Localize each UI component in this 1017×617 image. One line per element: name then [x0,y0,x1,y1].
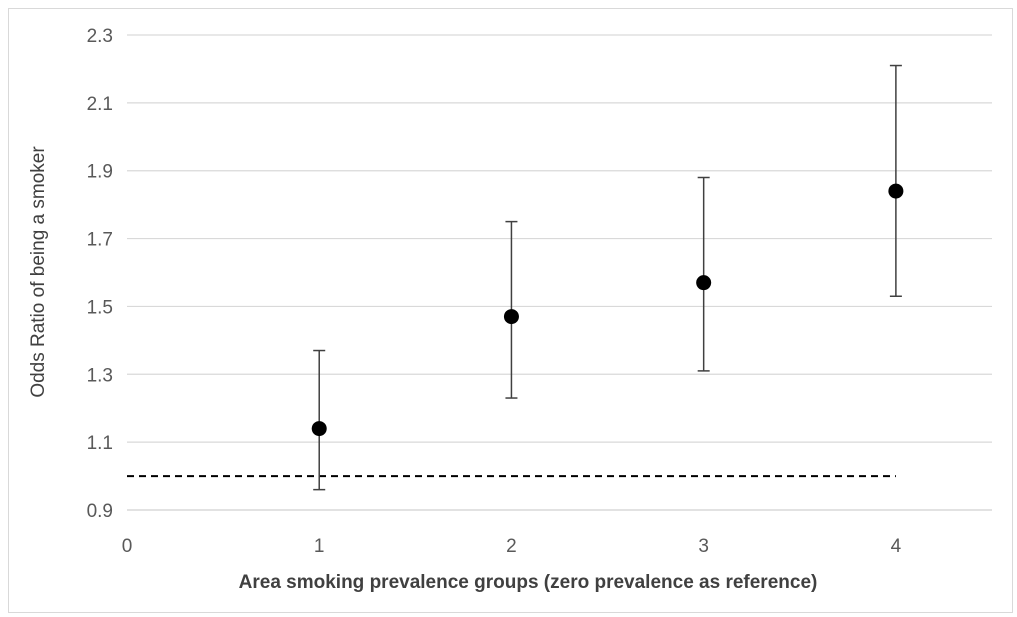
y-tick-label: 1.9 [87,162,113,183]
y-tick-label: 2.1 [87,94,113,115]
x-tick-label: 1 [314,536,325,557]
y-tick-label: 2.3 [87,26,113,47]
data-point [311,421,327,437]
data-points [311,183,904,437]
y-tick-labels: 0.9 1.1 1.3 1.5 1.7 1.9 2.1 2.3 [87,26,113,522]
y-tick-label: 1.3 [87,365,113,386]
chart-frame [8,8,1013,613]
error-bars [313,64,902,491]
x-tick-label: 4 [891,536,902,557]
x-tick-labels: 0 1 2 3 4 [122,536,902,557]
y-tick-label: 0.9 [87,501,113,522]
y-tick-label: 1.1 [87,433,113,454]
gridlines [127,34,992,443]
y-tick-label: 1.7 [87,230,113,251]
y-tick-label: 1.5 [87,297,113,318]
data-point [503,309,519,325]
x-axis-title: Area smoking prevalence groups (zero pre… [239,572,818,593]
y-axis-title: Odds Ratio of being a smoker [28,146,49,398]
data-point [888,183,904,199]
x-tick-label: 3 [698,536,709,557]
x-tick-label: 2 [506,536,517,557]
data-point [696,275,712,291]
x-tick-label: 0 [122,536,133,557]
